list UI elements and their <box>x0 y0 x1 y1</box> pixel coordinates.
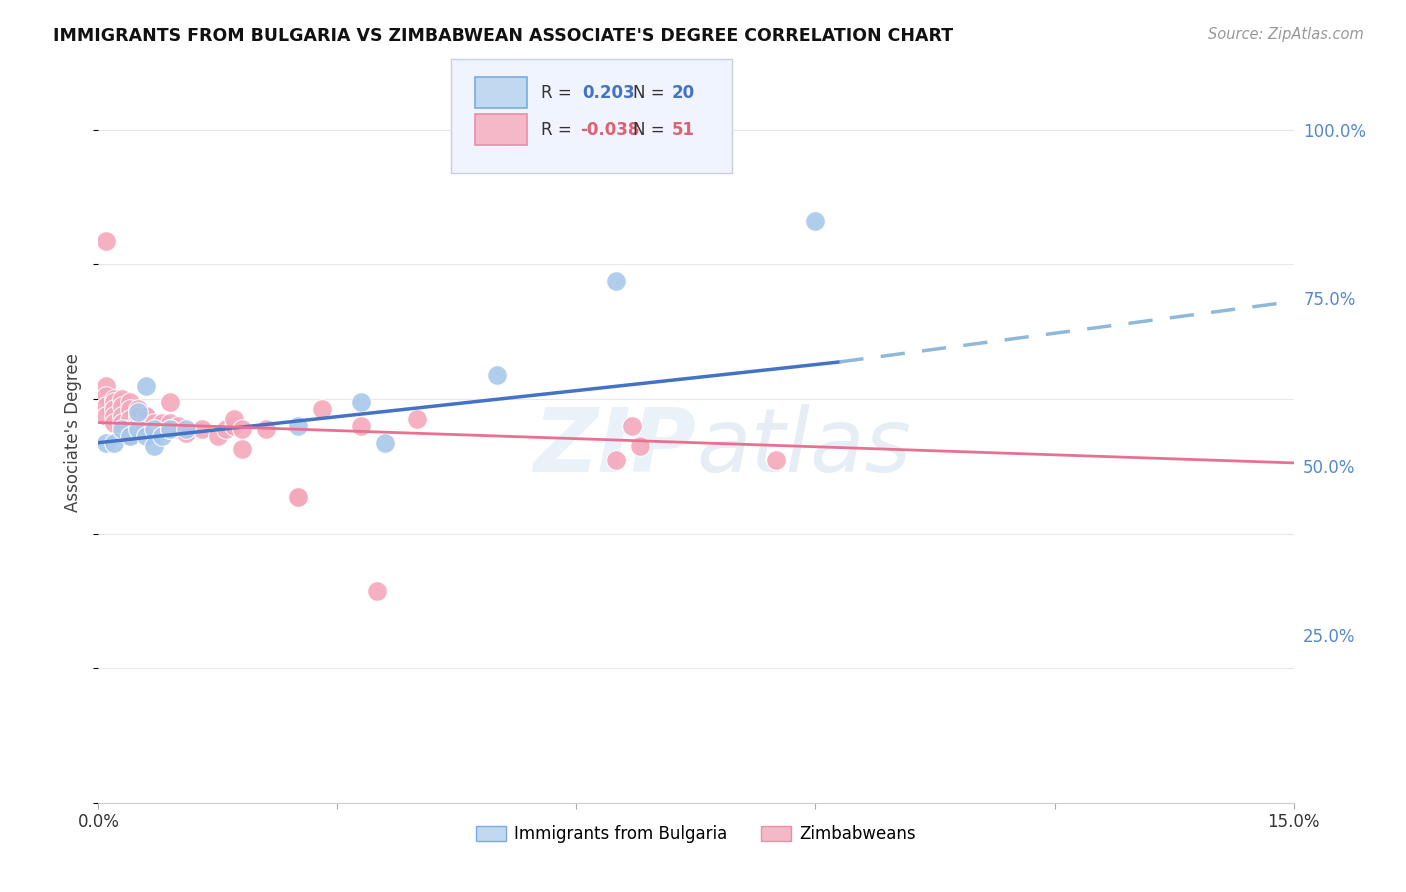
Point <box>159 422 181 436</box>
Text: 20: 20 <box>672 84 695 102</box>
Text: R =: R = <box>541 120 576 139</box>
Point <box>159 422 181 436</box>
Point <box>231 442 253 457</box>
Point <box>103 435 125 450</box>
Point <box>207 429 229 443</box>
Point <box>765 452 787 467</box>
Point <box>374 435 396 450</box>
Point <box>96 234 118 248</box>
Point <box>167 422 190 436</box>
Point <box>111 399 134 413</box>
Point <box>103 395 125 409</box>
Point <box>287 490 309 504</box>
Point <box>96 435 118 450</box>
Point <box>150 418 173 433</box>
Point <box>150 416 173 430</box>
Point <box>191 422 214 436</box>
Point <box>111 416 134 430</box>
Point <box>406 412 429 426</box>
Point <box>103 392 125 406</box>
Point <box>103 402 125 417</box>
Point <box>96 389 118 403</box>
Text: N =: N = <box>633 84 669 102</box>
Point <box>127 409 149 423</box>
Point <box>127 402 149 417</box>
Point <box>350 418 373 433</box>
FancyBboxPatch shape <box>451 59 733 173</box>
Text: Source: ZipAtlas.com: Source: ZipAtlas.com <box>1208 27 1364 42</box>
Point <box>127 418 149 433</box>
Point <box>135 429 157 443</box>
Point <box>143 439 166 453</box>
Point <box>103 409 125 423</box>
Point <box>222 418 245 433</box>
Point <box>103 416 125 430</box>
Point <box>350 395 373 409</box>
FancyBboxPatch shape <box>475 114 527 145</box>
Point <box>159 395 181 409</box>
Point <box>605 452 627 467</box>
Point <box>621 418 644 433</box>
Point <box>311 402 333 417</box>
Text: N =: N = <box>633 120 669 139</box>
Text: ZIP: ZIP <box>533 404 696 491</box>
Point <box>120 429 142 443</box>
Point <box>135 378 157 392</box>
Text: IMMIGRANTS FROM BULGARIA VS ZIMBABWEAN ASSOCIATE'S DEGREE CORRELATION CHART: IMMIGRANTS FROM BULGARIA VS ZIMBABWEAN A… <box>53 27 953 45</box>
Point <box>174 422 197 436</box>
Point <box>231 422 253 436</box>
Point <box>167 418 190 433</box>
Point <box>174 425 197 440</box>
Point <box>159 416 181 430</box>
Text: 51: 51 <box>672 120 695 139</box>
Point <box>628 439 651 453</box>
Point <box>96 378 118 392</box>
Point <box>143 422 166 436</box>
Point <box>135 409 157 423</box>
Point <box>111 392 134 406</box>
Text: atlas: atlas <box>696 404 911 491</box>
Point <box>111 422 134 436</box>
Legend: Immigrants from Bulgaria, Zimbabweans: Immigrants from Bulgaria, Zimbabweans <box>470 819 922 850</box>
Point <box>120 412 142 426</box>
Point <box>127 422 149 436</box>
Text: R =: R = <box>541 84 576 102</box>
Point <box>120 402 142 417</box>
Point <box>96 399 118 413</box>
Point <box>150 429 173 443</box>
Point <box>804 213 827 227</box>
Y-axis label: Associate's Degree: Associate's Degree <box>65 353 83 512</box>
Point <box>135 409 157 423</box>
Point <box>222 412 245 426</box>
Point <box>485 368 508 383</box>
Point <box>143 416 166 430</box>
Point <box>287 490 309 504</box>
Point <box>111 409 134 423</box>
Point <box>96 409 118 423</box>
Point <box>143 422 166 436</box>
Point <box>254 422 277 436</box>
Point <box>366 583 388 598</box>
FancyBboxPatch shape <box>475 78 527 108</box>
Text: -0.038: -0.038 <box>581 120 640 139</box>
Point <box>120 395 142 409</box>
Point <box>287 418 309 433</box>
Text: 0.203: 0.203 <box>582 84 636 102</box>
Point <box>127 405 149 419</box>
Point <box>120 422 142 436</box>
Point <box>120 429 142 443</box>
Point <box>215 422 238 436</box>
Point <box>605 274 627 288</box>
